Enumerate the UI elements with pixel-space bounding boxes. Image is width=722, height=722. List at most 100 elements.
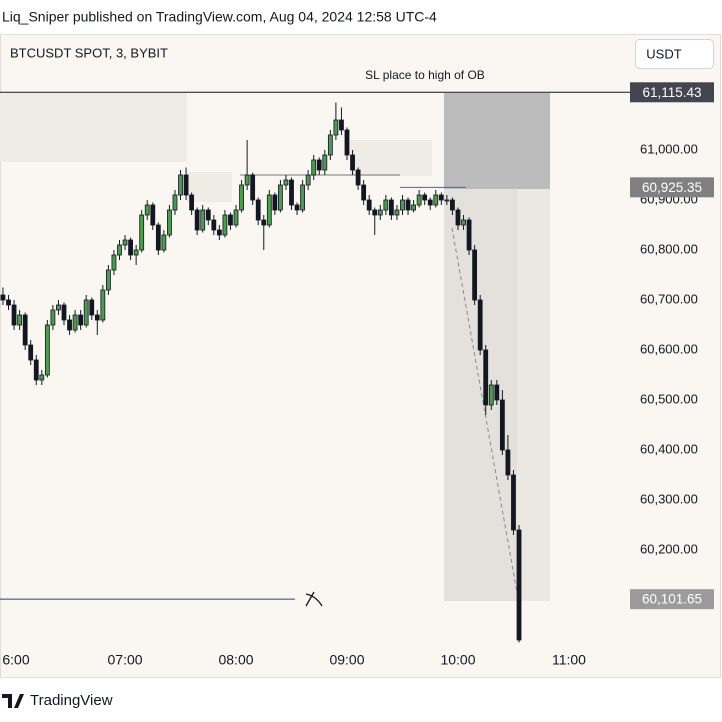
candle-body xyxy=(411,204,416,211)
currency-label[interactable]: USDT xyxy=(646,46,681,61)
candle-body xyxy=(255,199,261,221)
candle-body xyxy=(72,314,78,331)
candle-body xyxy=(305,174,311,186)
candle-body xyxy=(216,229,222,236)
price-label-box xyxy=(630,82,714,103)
candle-body xyxy=(239,184,244,211)
y-tick-label: 60,800.00 xyxy=(640,241,698,256)
candle-body xyxy=(150,204,156,226)
candle-body xyxy=(316,159,322,171)
candle-body xyxy=(6,299,11,306)
candle-body xyxy=(200,209,206,231)
candle-body xyxy=(327,134,333,156)
candle-body xyxy=(311,159,317,176)
candle-body xyxy=(466,219,472,251)
candle-body xyxy=(477,299,483,351)
candle-body xyxy=(355,169,361,186)
target-zone-inner xyxy=(444,189,517,601)
candle-body xyxy=(122,239,128,246)
candle-body xyxy=(322,154,328,171)
candle-body xyxy=(183,174,189,196)
candle-body xyxy=(511,474,516,531)
candle-body xyxy=(444,199,450,202)
publisher-line: Liq_Sniper published on TradingView.com,… xyxy=(2,9,437,25)
candle-body xyxy=(139,214,145,251)
brand-logo xyxy=(2,694,24,708)
candle-body xyxy=(494,384,500,401)
candle-body xyxy=(33,359,39,381)
candle-body xyxy=(11,304,17,326)
candle-body xyxy=(405,199,411,211)
candle-body xyxy=(233,209,239,226)
candle-body xyxy=(194,209,200,231)
candle-body xyxy=(67,319,72,331)
footer: TradingView xyxy=(2,692,113,709)
candle-body xyxy=(461,219,466,226)
candle-body xyxy=(344,129,350,156)
y-tick-label: 60,700.00 xyxy=(640,291,698,306)
zone xyxy=(0,93,187,162)
candle-body xyxy=(189,194,195,211)
zone xyxy=(187,172,232,202)
y-tick-label: 60,600.00 xyxy=(640,341,698,356)
candle-body xyxy=(272,194,278,211)
candle-body xyxy=(228,214,233,226)
price-label: 60,925.35 xyxy=(642,180,702,195)
candle-body xyxy=(0,294,6,301)
x-tick-label: 6:00 xyxy=(2,652,29,668)
chart-title: BTCUSDT SPOT, 3, BYBIT xyxy=(10,45,168,60)
candle-body xyxy=(483,349,489,406)
candle-body xyxy=(155,224,161,251)
candle-body xyxy=(289,179,294,206)
candle-body xyxy=(50,309,56,326)
candle-body xyxy=(333,119,339,136)
x-tick-label: 11:00 xyxy=(552,652,586,668)
candle-body xyxy=(377,209,383,216)
candle-body xyxy=(394,209,400,216)
zone xyxy=(350,140,432,176)
candle-body xyxy=(278,184,283,211)
candle-body xyxy=(294,204,300,211)
candle-body xyxy=(83,299,89,326)
brand-name: TradingView xyxy=(30,692,113,709)
candle-body xyxy=(388,199,394,216)
candle-body xyxy=(400,199,405,211)
candle-body xyxy=(133,249,139,256)
candle-body xyxy=(28,344,34,361)
x-tick-label: 09:00 xyxy=(329,652,364,668)
candle-body xyxy=(78,314,84,326)
candle-body xyxy=(488,384,494,406)
candle-body xyxy=(422,194,428,201)
currency-button[interactable] xyxy=(635,39,714,69)
candle-body xyxy=(361,184,367,201)
candle-body xyxy=(178,174,183,196)
candle-body xyxy=(499,399,505,451)
candle-body xyxy=(161,234,167,251)
price-label-box xyxy=(630,589,714,610)
candle-body xyxy=(205,209,211,221)
y-tick-label: 61,000.00 xyxy=(640,141,698,156)
annotation: SL place to high of OB xyxy=(365,68,485,82)
candle-body xyxy=(111,254,117,271)
candle-body xyxy=(350,154,355,171)
candle-body xyxy=(44,324,50,376)
candle-body xyxy=(167,209,172,236)
candle-body xyxy=(89,299,95,316)
candle-body xyxy=(472,249,478,301)
candle-body xyxy=(438,194,444,201)
y-tick-label: 60,300.00 xyxy=(640,491,698,506)
candle-body xyxy=(433,194,439,206)
candle-body xyxy=(455,209,461,226)
cursor-icon xyxy=(305,591,323,607)
header-bar xyxy=(0,0,722,34)
candle-body xyxy=(261,219,267,226)
candle-body xyxy=(61,304,67,321)
candle-body xyxy=(222,214,228,236)
y-tick-label: 60,400.00 xyxy=(640,441,698,456)
candle-body xyxy=(94,314,100,321)
candle-body xyxy=(22,314,28,346)
plot xyxy=(0,91,630,643)
price-label: 60,101.65 xyxy=(642,592,702,607)
